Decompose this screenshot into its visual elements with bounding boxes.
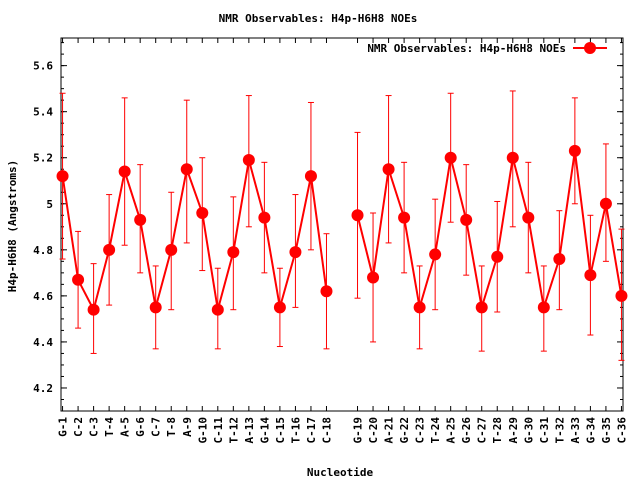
x-tick-label: G-26 xyxy=(460,417,473,444)
x-tick-label: A-33 xyxy=(569,417,582,444)
data-point xyxy=(72,273,85,286)
x-tick-label: C-2 xyxy=(72,417,85,437)
y-tick-label: 4.8 xyxy=(33,244,53,257)
data-point xyxy=(134,213,147,226)
x-tick-label: A-21 xyxy=(383,417,396,444)
data-point xyxy=(87,303,100,316)
data-point xyxy=(382,163,395,176)
x-tick-label: C-31 xyxy=(538,417,551,444)
y-tick-label: 5.4 xyxy=(33,106,53,119)
data-point xyxy=(599,197,612,210)
y-tick-label: 5.6 xyxy=(33,60,53,73)
data-point xyxy=(413,301,426,314)
x-tick-label: T-16 xyxy=(289,417,302,444)
data-point xyxy=(506,151,519,164)
x-tick-label: G-10 xyxy=(196,417,209,444)
series-line xyxy=(61,159,328,313)
y-tick-label: 4.2 xyxy=(33,382,53,395)
x-tick-label: T-8 xyxy=(165,417,178,437)
x-tick-label: T-32 xyxy=(553,417,566,444)
y-tick-label: 5.2 xyxy=(33,152,53,165)
data-point xyxy=(522,211,535,224)
x-tick-label: A-29 xyxy=(507,417,520,444)
x-tick-label: G-1 xyxy=(57,417,70,437)
x-axis-ticks: G-1 C-2 C-3 T-4 A-5 G-6 C-7 T-8 A-9 G-10 C-11 T-12 A… xyxy=(57,38,628,444)
data-point xyxy=(584,269,597,282)
x-tick-label: C-11 xyxy=(212,417,225,444)
series-line xyxy=(356,150,623,308)
data-points xyxy=(56,144,628,316)
data-point xyxy=(444,151,457,164)
error-bars xyxy=(59,90,625,361)
data-point xyxy=(320,285,333,298)
x-tick-label: C-36 xyxy=(615,417,628,444)
data-point xyxy=(304,170,317,183)
x-tick-label: C-18 xyxy=(320,417,333,444)
y-axis-label: H4p-H6H8 (Angstroms) xyxy=(6,160,19,292)
y-tick-label: 4.4 xyxy=(33,336,53,349)
x-tick-label: T-12 xyxy=(227,417,240,444)
x-tick-label: T-24 xyxy=(429,417,442,444)
x-tick-label: A-5 xyxy=(119,417,132,437)
x-tick-label: C-15 xyxy=(274,417,287,444)
x-tick-label: T-28 xyxy=(491,417,504,444)
data-point xyxy=(351,209,364,222)
data-point xyxy=(118,165,131,178)
data-point xyxy=(289,246,302,259)
legend: NMR Observables: H4p-H6H8 NOEs xyxy=(367,42,607,55)
data-point xyxy=(211,303,224,316)
data-point xyxy=(227,246,240,259)
x-tick-label: A-25 xyxy=(445,417,458,444)
data-point xyxy=(149,301,162,314)
data-point xyxy=(165,243,178,256)
x-tick-label: C-27 xyxy=(476,417,489,444)
x-axis-label: Nucleotide xyxy=(307,466,374,479)
data-point xyxy=(242,154,255,167)
series-lines xyxy=(61,150,623,313)
x-tick-label: T-4 xyxy=(103,417,116,437)
x-tick-label: A-13 xyxy=(243,417,256,444)
data-point xyxy=(103,243,116,256)
data-point xyxy=(367,271,380,284)
x-tick-label: C-20 xyxy=(367,417,380,444)
x-tick-label: C-3 xyxy=(88,417,101,437)
data-point xyxy=(460,213,473,226)
data-point xyxy=(491,250,504,263)
data-point xyxy=(196,206,209,219)
x-tick-label: G-14 xyxy=(258,417,271,444)
legend-label: NMR Observables: H4p-H6H8 NOEs xyxy=(367,42,566,55)
chart-title: NMR Observables: H4p-H6H8 NOEs xyxy=(219,12,418,25)
data-point xyxy=(537,301,550,314)
x-tick-label: C-23 xyxy=(414,417,427,444)
data-point xyxy=(258,211,271,224)
x-tick-label: C-7 xyxy=(150,417,163,437)
data-point xyxy=(273,301,286,314)
x-tick-label: G-22 xyxy=(398,417,411,444)
x-tick-label: G-35 xyxy=(600,417,613,444)
x-tick-label: G-30 xyxy=(522,417,535,444)
x-tick-label: G-19 xyxy=(352,417,365,444)
data-point xyxy=(475,301,488,314)
data-point xyxy=(180,163,193,176)
data-point xyxy=(56,170,69,183)
y-axis-ticks: 4.2 4.4 4.6 4.8 5 5.2 5.4 5.6 xyxy=(33,42,623,412)
x-tick-label: A-9 xyxy=(181,417,194,437)
data-point xyxy=(398,211,411,224)
plot-frame xyxy=(60,37,624,412)
x-tick-label: G-34 xyxy=(584,417,597,444)
x-tick-label: C-17 xyxy=(305,417,318,444)
y-tick-label: 5 xyxy=(46,198,53,211)
y-tick-label: 4.6 xyxy=(33,290,53,303)
data-point xyxy=(615,289,628,302)
x-tick-label: G-6 xyxy=(134,417,147,437)
data-point xyxy=(568,144,581,157)
legend-marker xyxy=(584,42,596,54)
data-point xyxy=(429,248,442,261)
data-point xyxy=(553,253,566,266)
